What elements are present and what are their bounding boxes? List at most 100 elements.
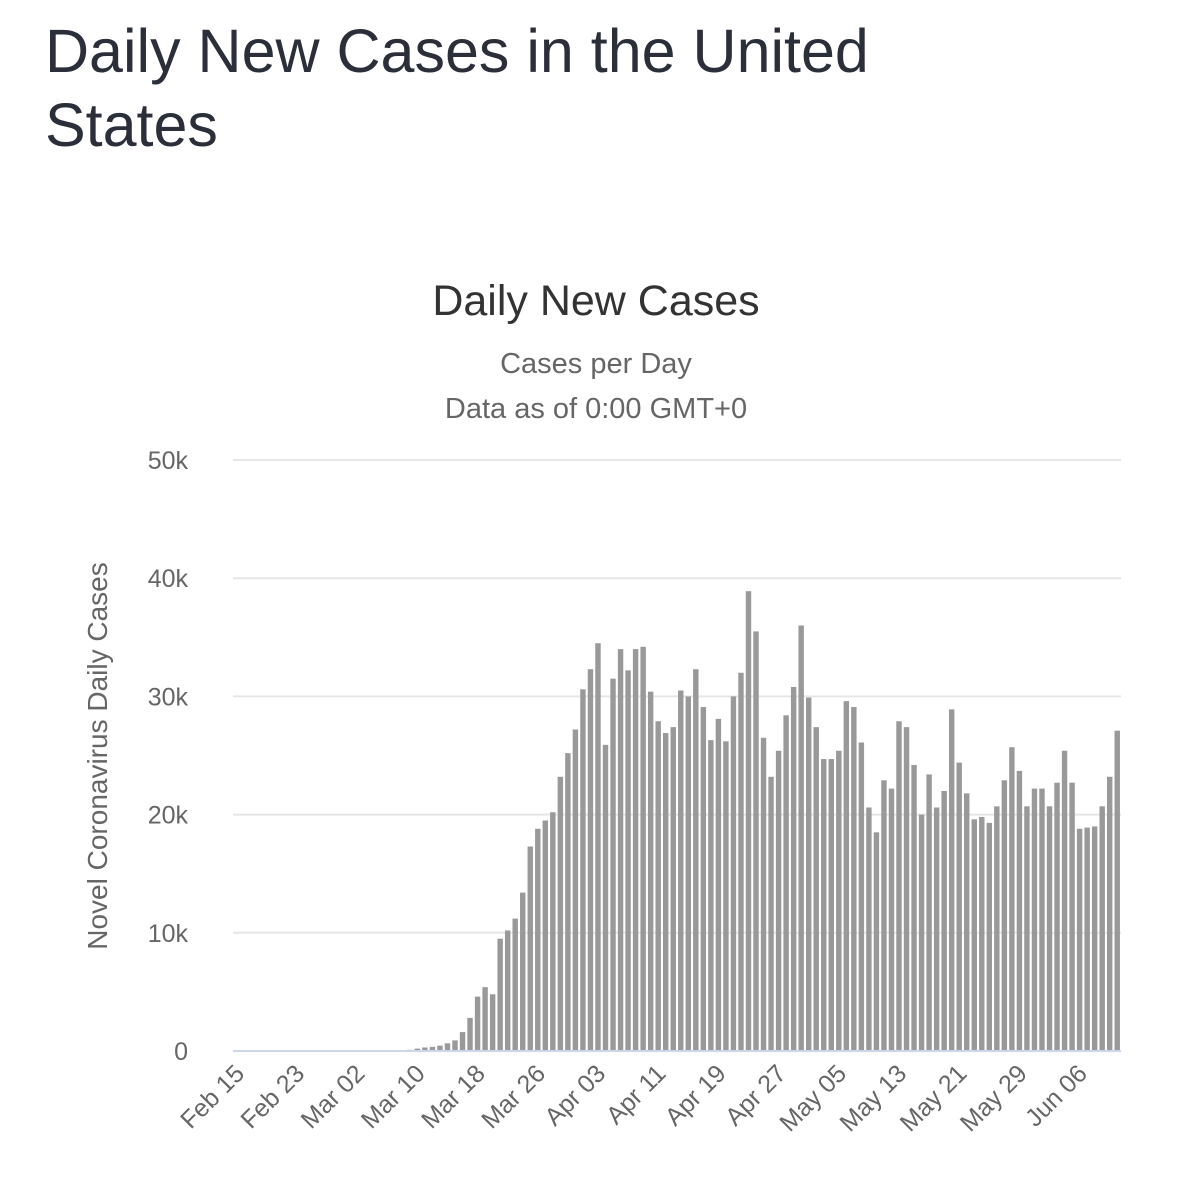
bar: [858, 742, 865, 1051]
bar: [632, 649, 639, 1051]
bar: [873, 832, 880, 1051]
bar: [565, 753, 571, 1051]
bar: [760, 737, 767, 1051]
bar: [753, 631, 759, 1051]
bar: [474, 996, 481, 1051]
bar: [1099, 806, 1105, 1051]
bar: [489, 994, 496, 1051]
x-tick-label: Mar 26: [476, 1059, 551, 1134]
bar: [986, 822, 993, 1051]
bar: [911, 764, 917, 1051]
bar: [1084, 827, 1090, 1051]
bar: [1114, 730, 1120, 1051]
bar: [866, 807, 872, 1051]
bar: [459, 1032, 466, 1051]
gridlines: [233, 459, 1121, 934]
y-tick-label: 10k: [148, 920, 189, 948]
bar: [437, 1045, 443, 1051]
bar: [926, 774, 932, 1051]
y-tick-label: 40k: [148, 565, 189, 593]
bar: [715, 718, 722, 1051]
bar: [497, 938, 503, 1051]
bar: [828, 759, 834, 1051]
x-tick-label: May 05: [774, 1059, 852, 1137]
bar: [663, 733, 669, 1051]
bar: [467, 1017, 473, 1051]
y-tick-label: 0: [174, 1038, 188, 1066]
bar: [768, 776, 774, 1051]
bar: [640, 646, 646, 1051]
y-axis-ticks: 0 10k 20k 30k 40k 50k: [148, 447, 189, 1066]
bar: [903, 727, 910, 1051]
bars: [346, 591, 1120, 1051]
x-tick-label: Mar 10: [356, 1059, 431, 1134]
bar: [647, 691, 654, 1051]
bar: [979, 816, 985, 1051]
bar: [1091, 826, 1098, 1051]
bar: [422, 1047, 428, 1051]
x-tick-label: Mar 02: [296, 1059, 371, 1134]
bar: [512, 918, 518, 1051]
bar: [805, 697, 812, 1051]
bar: [429, 1046, 436, 1051]
bar: [482, 987, 488, 1051]
bar: [520, 892, 526, 1051]
bar: [700, 707, 707, 1051]
bar: [693, 669, 699, 1051]
bar: [444, 1043, 451, 1051]
x-tick-label: May 21: [895, 1059, 973, 1137]
bar: [610, 678, 616, 1051]
bar: [1076, 828, 1083, 1051]
bar: [685, 696, 691, 1051]
bar: [572, 729, 579, 1051]
bar: [994, 806, 1000, 1051]
bar: [655, 721, 661, 1051]
bar: [1039, 788, 1045, 1051]
bar: [595, 643, 601, 1051]
bar: [775, 750, 782, 1051]
bar: [1024, 806, 1030, 1051]
bar: [587, 669, 594, 1051]
bar: [745, 591, 752, 1051]
bar: [580, 689, 586, 1051]
bar: [933, 807, 940, 1051]
bar: [1054, 782, 1060, 1051]
bar: [708, 740, 714, 1051]
x-tick-label: Apr 03: [539, 1059, 611, 1131]
x-tick-label: Feb 15: [175, 1059, 250, 1134]
y-tick-label: 20k: [148, 802, 189, 830]
bar: [1001, 780, 1008, 1051]
bar: [1107, 776, 1113, 1051]
bar: [798, 625, 804, 1051]
bar: [783, 715, 789, 1051]
bar: [896, 721, 902, 1051]
bar: [948, 709, 955, 1051]
bar: [535, 828, 541, 1051]
x-tick-label: Jun 06: [1020, 1059, 1093, 1132]
bar: [527, 846, 533, 1051]
bar: [964, 793, 970, 1051]
page-title: Daily New Cases in the United States: [45, 17, 869, 159]
y-tick-label: 50k: [148, 447, 189, 475]
chart-title: Daily New Cases: [432, 277, 759, 325]
bar: [836, 750, 842, 1051]
x-tick-label: May 29: [955, 1059, 1033, 1137]
bar: [617, 649, 624, 1051]
bar: [1069, 782, 1075, 1051]
bar: [678, 690, 684, 1051]
bar: [602, 744, 609, 1051]
bar: [1061, 750, 1068, 1051]
bar: [881, 780, 887, 1051]
bar: [542, 820, 549, 1051]
bar: [941, 790, 947, 1051]
bar: [723, 741, 729, 1051]
bar: [1046, 806, 1053, 1051]
x-tick-label: May 13: [834, 1059, 912, 1137]
bar: [888, 788, 895, 1051]
bar: [670, 727, 676, 1051]
bar: [971, 819, 977, 1051]
bar: [504, 930, 511, 1051]
